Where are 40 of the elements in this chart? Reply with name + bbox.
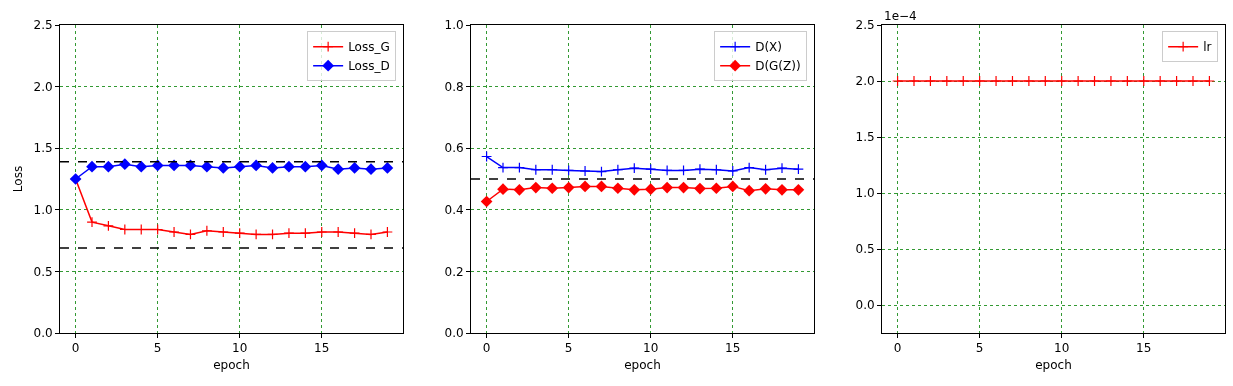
y-tick-label: 0.6: [444, 141, 464, 156]
y-tick-label: 0.0: [855, 298, 875, 313]
y-tick-label: 2.0: [855, 74, 875, 89]
y-tick-label: 0.0: [33, 326, 53, 341]
y-tick-label: 2.0: [33, 79, 53, 94]
y-tick-label: 0.4: [444, 203, 464, 217]
x-tick-label: 5: [975, 341, 984, 356]
y-tick-label: 1.5: [33, 141, 53, 156]
y-tick-label: 0.2: [444, 264, 464, 279]
y-tick-label: 0.5: [33, 264, 53, 279]
y-tick-label: 0.0: [444, 326, 464, 341]
legend-label: Loss_G: [348, 40, 390, 55]
x-axis-title: epoch: [213, 358, 250, 373]
y-tick-label: 2.5: [33, 18, 53, 33]
y-tick-label: 0.8: [444, 79, 464, 94]
x-tick-label: 10: [232, 341, 248, 356]
x-tick-label: 0: [893, 341, 902, 356]
y-tick-label: 2.5: [855, 18, 875, 33]
x-tick-label: 0: [71, 341, 80, 356]
x-tick-label: 10: [643, 341, 659, 356]
x-axis-title: epoch: [1035, 358, 1072, 373]
y-axis-title: Loss: [10, 165, 25, 193]
x-tick-label: 15: [314, 341, 330, 356]
legend-label: lr: [1203, 40, 1212, 55]
x-axis-title: epoch: [624, 358, 661, 373]
y-tick-label: 1.0: [444, 18, 464, 33]
x-tick-label: 15: [1136, 341, 1152, 356]
legend-label: Loss_D: [348, 59, 390, 74]
y-tick-label: 0.5: [855, 242, 875, 257]
x-tick-label: 0: [482, 341, 491, 356]
x-tick-label: 10: [1054, 341, 1070, 356]
legend-label: D(X): [755, 40, 782, 55]
x-tick-label: 15: [725, 341, 741, 356]
y-tick-label: 1.5: [855, 130, 875, 145]
x-tick-label: 5: [153, 341, 162, 356]
text: 1e−4: [884, 9, 917, 23]
legend-label: D(G(Z)): [755, 59, 801, 74]
x-tick-label: 5: [564, 341, 573, 356]
y-tick-label: 1.0: [33, 203, 53, 217]
y-tick-label: 1.0: [855, 186, 875, 201]
